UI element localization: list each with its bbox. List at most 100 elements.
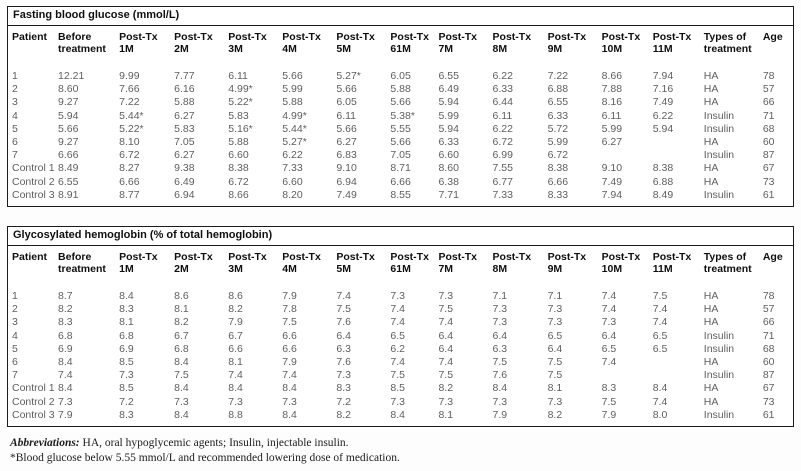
column-header: Post-Tx 4M xyxy=(282,251,321,276)
glycosylated-hemoglobin-table: Glycosylated hemoglobin (% of total hemo… xyxy=(7,226,794,428)
value-cell: 6.33 xyxy=(547,109,569,122)
value-cell: 6.49 xyxy=(174,175,195,188)
value-cell: 6.83 xyxy=(336,149,357,162)
value-cell: 7.33 xyxy=(282,162,303,175)
table-row: 7 6.66 6.72 6.27 6.60 6.22 6.83 7.05 6.60 6.99 6.7… xyxy=(8,149,793,162)
value-cell: 5.99 xyxy=(438,109,459,122)
value-cell: 7.3 xyxy=(282,395,297,408)
column-header: Types of treatment xyxy=(703,251,752,276)
value-cell: 6.22 xyxy=(492,122,513,135)
column-header: Post-Tx 3M xyxy=(228,251,267,276)
value-cell: 6.66 xyxy=(119,175,140,188)
patient-cell: 6 xyxy=(12,356,18,369)
value-cell xyxy=(651,369,702,382)
patient-cell: 4 xyxy=(12,329,18,342)
value-cell: 7.05 xyxy=(174,136,195,149)
value-cell: 6.11 xyxy=(336,109,357,122)
value-cell: HA xyxy=(703,356,719,369)
table-row: 6 8.4 8.5 8.4 8.1 7.9 7.6 7.4 7.4 7.5 7.5 7.4 HA 60 xyxy=(8,356,793,369)
value-cell: 60 xyxy=(762,136,775,149)
value-cell: 8.1 xyxy=(547,382,563,395)
value-cell: 7.55 xyxy=(492,162,513,175)
value-cell: 6.8 xyxy=(119,329,134,342)
value-cell: 8.10 xyxy=(119,136,140,149)
value-cell: 6.05 xyxy=(336,96,357,109)
value-cell: 6.5 xyxy=(652,329,668,342)
patient-cell: Control 1 xyxy=(12,162,55,175)
value-cell: 7.49 xyxy=(601,175,623,188)
value-cell: 8.55 xyxy=(390,188,411,201)
value-cell: 6.4 xyxy=(601,329,617,342)
value-cell: Insulin xyxy=(703,149,735,162)
value-cell: 6.22 xyxy=(652,109,674,122)
value-cell: 7.5 xyxy=(652,290,668,303)
value-cell: 8.38 xyxy=(547,162,569,175)
value-cell: 7.3 xyxy=(601,316,617,329)
value-cell: Insulin xyxy=(703,122,735,135)
value-cell: 7.16 xyxy=(652,83,674,96)
table-row: Control 3 7.9 8.3 8.4 8.8 8.4 8.2 8.4 8.1 7.9 8.2 7… xyxy=(8,409,793,426)
table-row: Control 1 8.4 8.5 8.4 8.4 8.4 8.3 8.5 8.2 8.4 8.1 8… xyxy=(8,382,793,395)
value-cell: 7.66 xyxy=(119,83,140,96)
value-cell: 7.5 xyxy=(390,369,406,382)
value-cell: HA xyxy=(703,316,719,329)
value-cell: 8.1 xyxy=(119,316,134,329)
value-cell: 71 xyxy=(762,109,775,122)
value-cell: 5.83 xyxy=(228,109,249,122)
value-cell: 7.8 xyxy=(282,303,297,316)
value-cell: 6.94 xyxy=(174,188,195,201)
value-cell: 6.11 xyxy=(228,70,248,82)
value-cell xyxy=(600,369,651,382)
value-cell: 8.7 xyxy=(58,290,73,303)
patient-cell: 5 xyxy=(12,122,18,135)
column-header: Before treatment xyxy=(58,31,106,55)
value-cell: 73 xyxy=(762,395,775,408)
value-cell: 5.83 xyxy=(174,122,195,135)
value-cell: 6.60 xyxy=(228,149,249,162)
value-cell: 7.3 xyxy=(492,303,508,316)
value-cell: 8.6 xyxy=(174,290,189,303)
column-header: Types of treatment xyxy=(703,31,752,55)
table-row: 5 5.66 5.22* 5.83 5.16* 5.44* 5.66 5.55 5.94 6.22… xyxy=(8,123,793,136)
table-title: Fasting blood glucose (mmol/L) xyxy=(8,7,793,26)
value-cell: 6.44 xyxy=(492,96,513,109)
value-cell: 5.66 xyxy=(336,122,357,135)
value-cell: 7.49 xyxy=(652,96,674,109)
value-cell: 6.66 xyxy=(58,149,79,162)
value-cell: 6.99 xyxy=(492,149,513,162)
value-cell: 7.2 xyxy=(119,395,134,408)
value-cell: HA xyxy=(703,395,719,408)
value-cell: 5.99 xyxy=(601,122,623,135)
value-cell: 5.72 xyxy=(547,122,569,135)
value-cell: 7.9 xyxy=(492,408,508,421)
patient-cell: 6 xyxy=(12,136,18,149)
value-cell: 7.71 xyxy=(438,188,459,201)
value-cell: 5.27* xyxy=(282,136,307,149)
value-cell: 6.94 xyxy=(336,175,357,188)
value-cell: 8.2 xyxy=(174,316,189,329)
value-cell: 7.9 xyxy=(282,290,297,303)
patient-cell: 3 xyxy=(12,96,18,109)
value-cell: 60 xyxy=(762,356,775,369)
value-cell: 8.49 xyxy=(652,188,674,201)
abbreviations-label: Abbreviations: xyxy=(10,437,80,450)
value-cell: 8.66 xyxy=(228,188,249,201)
value-cell: 5.38* xyxy=(390,109,415,122)
value-cell: 5.55 xyxy=(390,122,411,135)
value-cell: 7.3 xyxy=(174,395,189,408)
value-cell: 7.4 xyxy=(652,303,668,316)
value-cell: 61 xyxy=(762,188,775,201)
value-cell: 8.4 xyxy=(58,356,73,369)
value-cell: 6.55 xyxy=(438,70,459,82)
value-cell: 7.94 xyxy=(652,70,674,82)
table-row: 7 7.4 7.3 7.5 7.4 7.4 7.3 7.5 7.5 7.6 7.5 Insulin 87 xyxy=(8,369,793,382)
value-cell: 6.8 xyxy=(58,329,73,342)
value-cell: 5.66 xyxy=(58,122,79,135)
value-cell: 8.4 xyxy=(492,382,508,395)
value-cell xyxy=(651,136,702,149)
value-cell: 8.16 xyxy=(601,96,623,109)
value-cell: 7.5 xyxy=(336,303,351,316)
value-cell: 73 xyxy=(762,175,775,188)
value-cell: 6.77 xyxy=(492,175,513,188)
